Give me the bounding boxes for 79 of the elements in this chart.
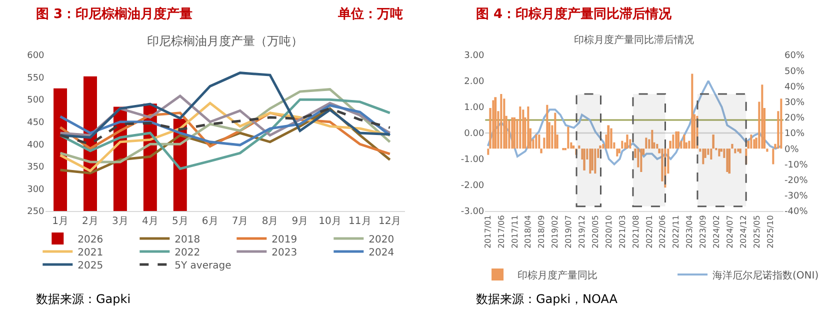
y2-tick-label: 20% [784, 114, 805, 124]
legend-label: 5Y average [174, 260, 232, 272]
legend-label: 2019 [272, 234, 298, 246]
chart-title: 图 4：印棕月度产量同比滞后情况 [476, 6, 673, 22]
text: 单位：万吨 [337, 6, 403, 22]
legend-label: 2026 [78, 234, 104, 246]
x-tick-label: 2021/08 [631, 215, 640, 248]
x-tick-label: 2025/10 [766, 215, 775, 248]
x-tick-label: 2024/02 [712, 215, 722, 248]
x-tick-label: 2017/06 [496, 215, 506, 248]
x-tick-label: 2023/04 [685, 215, 694, 248]
y2-tick-label: 0% [784, 144, 800, 155]
x-tick-label: 3月 [112, 216, 128, 227]
x-tick-label: 2022/06 [658, 215, 668, 248]
y-tick-label: -1.00 [460, 155, 484, 166]
x-tick-label: 2019/12 [578, 215, 587, 248]
x-tick-label: 7月 [232, 216, 248, 227]
y-tick-label: 550 [27, 73, 45, 84]
legend-label: 2021 [78, 247, 104, 258]
x-tick-label: 2025/05 [752, 215, 762, 248]
legend-label: 2023 [272, 247, 298, 258]
legend-label: 2022 [174, 247, 200, 258]
y-tick-label: 450 [27, 118, 45, 128]
source-note: 数据来源：Gapki [36, 292, 131, 306]
x-tick-label: 9月 [292, 216, 308, 227]
legend-label: 2018 [174, 234, 200, 246]
y-tick-label: 600 [27, 51, 45, 62]
y-tick-label: 350 [27, 162, 45, 173]
chart-subtitle: 印棕月度产量同比滞后情况 [574, 34, 694, 46]
y2-tick-label: 10% [784, 129, 805, 140]
y-tick-label: 300 [27, 184, 45, 195]
chart-title: 图 3：印尼棕榈油月度产量 [36, 6, 193, 22]
x-tick-label: 2月 [82, 216, 98, 227]
legend-label: 印棕月度产量同比 [518, 269, 598, 282]
y2-tick-label: 40% [784, 82, 805, 92]
y-tick-label: 500 [27, 96, 45, 106]
x-tick-label: 6月 [202, 216, 218, 227]
x-tick-label: 4月 [142, 216, 158, 227]
y-tick-label: 400 [27, 140, 45, 150]
legend-label: 2025 [78, 260, 104, 272]
x-tick-label: 2019/07 [564, 215, 573, 248]
x-tick-label: 2020/05 [590, 215, 600, 248]
x-tick-label: 2017/11 [510, 215, 520, 248]
x-tick-label: 5月 [172, 216, 188, 227]
y-tick-label: 3.00 [464, 51, 484, 62]
y2-tick-label: -30% [784, 192, 808, 202]
x-tick-label: 2017/01 [484, 215, 493, 248]
y2-tick-label: 30% [784, 98, 805, 108]
x-tick-label: 10月 [318, 216, 342, 227]
x-tick-label: 2022/01 [644, 215, 654, 248]
y2-tick-label: -20% [784, 176, 808, 186]
y-tick-label: 2.00 [464, 77, 484, 88]
x-tick-label: 2022/11 [672, 215, 681, 248]
x-tick-label: 2018/09 [537, 215, 546, 248]
y-tick-label: 250 [27, 207, 45, 218]
y2-tick-label: -10% [784, 160, 808, 170]
x-tick-label: 1月 [52, 216, 68, 227]
x-tick-label: 2018/04 [524, 215, 533, 248]
legend-label: 2020 [368, 234, 394, 246]
legend-label: 海洋厄尔尼诺指数(ONI) [712, 269, 819, 282]
chart-subtitle: 印尼棕榈油月度产量（万吨） [147, 34, 303, 48]
y-tick-label: 1.00 [464, 103, 484, 114]
y2-tick-label: -40% [784, 207, 808, 218]
x-tick-label: 12月 [378, 216, 402, 227]
x-tick-label: 2021/03 [618, 215, 627, 248]
y-tick-label: -2.00 [460, 181, 484, 192]
x-tick-label: 2020/10 [604, 215, 614, 248]
y-tick-label: -3.00 [460, 207, 484, 218]
x-tick-label: 2024/12 [738, 215, 748, 248]
x-tick-label: 11月 [348, 216, 372, 227]
x-tick-label: 2019/02 [550, 215, 560, 248]
x-tick-label: 2023/09 [698, 215, 708, 248]
source-note: 数据来源：Gapki，NOAA [476, 292, 618, 306]
legend-label: 2024 [368, 247, 394, 258]
y2-tick-label: 60% [784, 51, 805, 62]
x-tick-label: 8月 [262, 216, 278, 227]
y2-tick-label: 50% [784, 66, 805, 77]
x-tick-label: 2024/07 [725, 215, 734, 248]
y-tick-label: 0.00 [464, 129, 484, 140]
